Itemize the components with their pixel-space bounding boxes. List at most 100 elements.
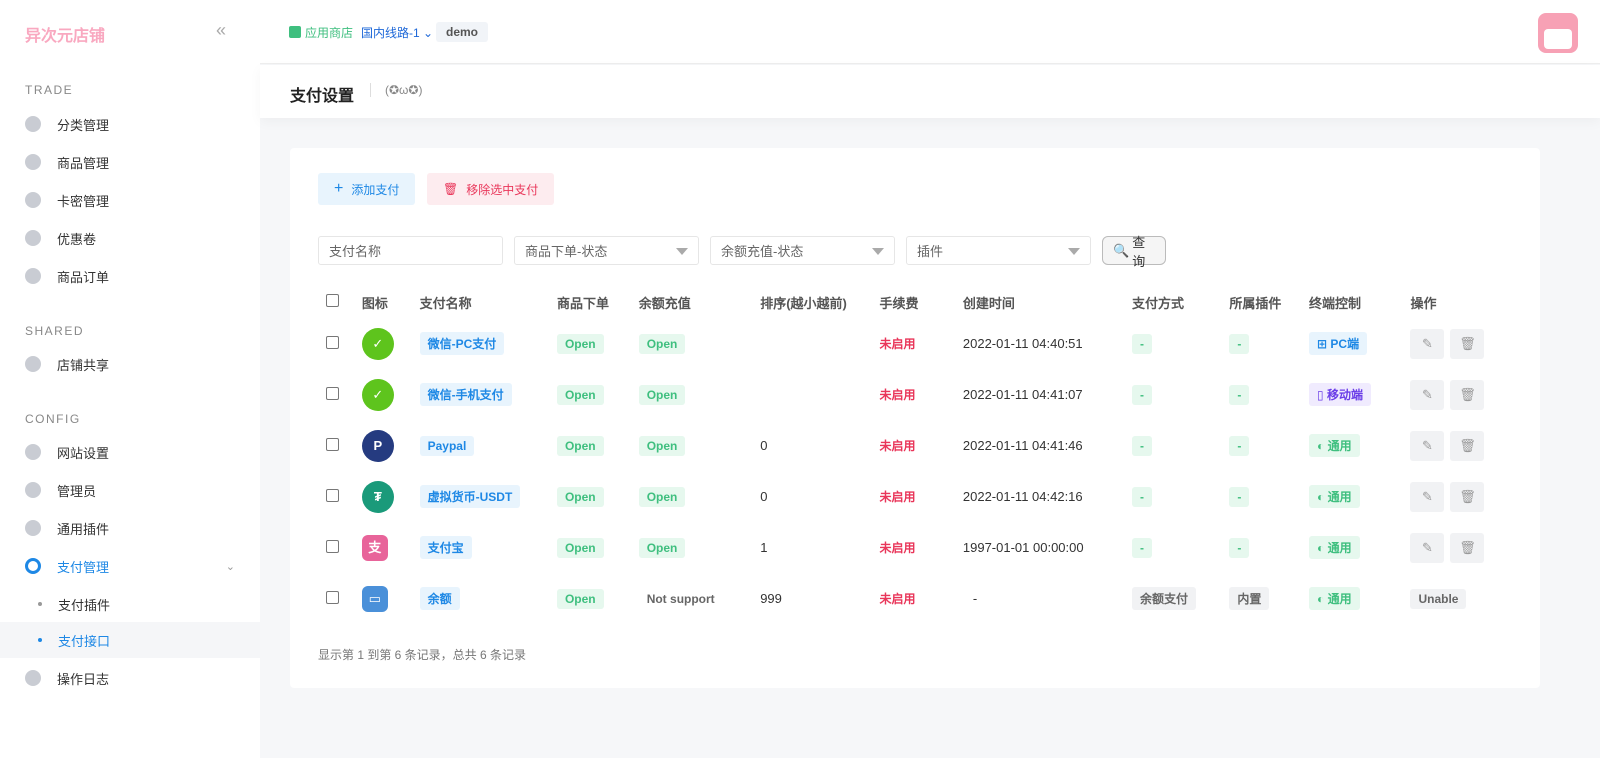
trash-icon: 🗑 [1459, 386, 1476, 402]
row-checkbox[interactable] [326, 590, 339, 604]
payment-name[interactable]: 余额 [419, 587, 460, 610]
edit-icon: ✎ [1422, 488, 1433, 504]
sidebar-item-plugins[interactable]: 通用插件 [0, 510, 260, 546]
card-icon [25, 192, 41, 208]
plugin-select[interactable]: 插件 [906, 236, 1091, 265]
edit-icon: ✎ [1422, 335, 1433, 351]
delete-button[interactable]: 🗑 [1450, 328, 1485, 359]
order-status[interactable]: Open [556, 435, 604, 456]
pay-method: - [1131, 333, 1152, 354]
payment-name[interactable]: 微信-PC支付 [419, 332, 505, 355]
delete-button[interactable]: 🗑 [1450, 532, 1485, 563]
recharge-status[interactable]: Open [638, 435, 686, 456]
created-time: 2022-01-11 04:41:07 [962, 387, 1083, 402]
share-icon [25, 356, 41, 372]
edit-button[interactable]: ✎ [1410, 532, 1445, 563]
remove-selected-button[interactable]: 🗑 移除选中支付 [427, 173, 555, 205]
row-checkbox[interactable] [326, 386, 339, 400]
recharge-status[interactable]: Open [638, 333, 686, 354]
delete-button[interactable]: 🗑 [1450, 379, 1485, 410]
row-checkbox[interactable] [326, 539, 339, 553]
recharge-status-select[interactable]: 余额充值-状态 [710, 236, 895, 265]
order-icon [25, 268, 41, 284]
chevron-down-icon: ⌄ [423, 26, 434, 40]
sort-value: 0 [760, 438, 768, 453]
table-row: ▭ 余额 Open Not support 999 未启用 - 余额支付 内置 … [318, 573, 1540, 624]
payment-name[interactable]: 虚拟货币-USDT [419, 485, 521, 508]
label: 商品订单 [57, 269, 110, 285]
topbar: 应用商店 国内线路-1 ⌄ demo [260, 0, 1600, 64]
collapse-sidebar-icon[interactable]: « [216, 20, 227, 40]
order-status[interactable]: Open [556, 588, 604, 609]
edit-icon: ✎ [1422, 437, 1433, 453]
page-title: 支付设置 [290, 88, 355, 105]
action-status: Unable [1410, 588, 1467, 609]
plugin-name: - [1229, 435, 1250, 456]
payment-icon [25, 558, 41, 574]
col-name: 支付名称 [419, 295, 472, 311]
payment-name[interactable]: 支付宝 [419, 536, 472, 559]
col-fee: 手续费 [879, 295, 919, 311]
payment-name-input[interactable]: 支付名称 [318, 236, 503, 265]
payment-name[interactable]: Paypal [419, 435, 475, 456]
terminal-badge: ◐ 通用 [1309, 587, 1360, 610]
created-time: - [972, 591, 978, 606]
label: 查询 [1132, 234, 1146, 269]
created-time: 2022-01-11 04:41:46 [962, 438, 1083, 453]
delete-button[interactable]: 🗑 [1450, 481, 1485, 512]
label: 移动端 [1326, 388, 1363, 402]
sidebar-item-orders[interactable]: 商品订单 [0, 258, 260, 294]
sidebar-item-admin[interactable]: 管理员 [0, 472, 260, 508]
add-payment-button[interactable]: + 添加支付 [318, 173, 416, 205]
fee-status: 未启用 [879, 388, 916, 402]
label: PC端 [1330, 337, 1360, 351]
paypal-icon: P [361, 429, 394, 462]
sidebar-item-category[interactable]: 分类管理 [0, 106, 260, 142]
sidebar-item-goods[interactable]: 商品管理 [0, 144, 260, 180]
order-status[interactable]: Open [556, 537, 604, 558]
sidebar-item-pay-interface[interactable]: 支付接口 [0, 622, 260, 658]
sidebar-item-coupon[interactable]: 优惠卷 [0, 220, 260, 256]
edit-button[interactable]: ✎ [1410, 481, 1445, 512]
recharge-status[interactable]: Not support [646, 591, 715, 606]
order-status-select[interactable]: 商品下单-状态 [514, 236, 699, 265]
edit-button[interactable]: ✎ [1410, 430, 1445, 461]
label: 支付接口 [58, 633, 111, 649]
edit-button[interactable]: ✎ [1410, 328, 1445, 359]
select-all-checkbox[interactable] [326, 294, 339, 307]
row-checkbox[interactable] [326, 437, 339, 451]
sidebar-item-payment[interactable]: 支付管理 ⌄ [0, 548, 260, 584]
logo: 异次元店铺 [25, 28, 106, 45]
app-store-link[interactable]: 应用商店 [289, 24, 353, 41]
edit-button[interactable]: ✎ [1410, 379, 1445, 410]
order-status[interactable]: Open [556, 333, 604, 354]
plugin-icon [25, 520, 41, 536]
col-icon: 图标 [361, 295, 388, 311]
recharge-status[interactable]: Open [638, 486, 686, 507]
row-checkbox[interactable] [326, 488, 339, 502]
search-button[interactable]: 🔍 查询 [1102, 235, 1166, 269]
recharge-status[interactable]: Open [638, 537, 686, 558]
search-icon: 🔍 [1113, 242, 1130, 258]
sidebar-item-share[interactable]: 店铺共享 [0, 346, 260, 382]
edit-icon: ✎ [1422, 539, 1433, 555]
sidebar-item-logs[interactable]: 操作日志 [0, 660, 260, 696]
label: 添加支付 [351, 182, 400, 197]
label: 国内线路-1 [361, 26, 420, 40]
caret-down-icon [872, 248, 884, 261]
table-row: ✓ 微信-手机支付 Open Open 未启用 2022-01-11 04:41… [318, 369, 1540, 420]
payment-name[interactable]: 微信-手机支付 [419, 383, 512, 406]
avatar[interactable] [1538, 13, 1578, 53]
table-row: ✓ 微信-PC支付 Open Open 未启用 2022-01-11 04:40… [318, 318, 1540, 369]
delete-button[interactable]: 🗑 [1450, 430, 1485, 461]
log-icon [25, 670, 41, 686]
label: 余额充值-状态 [721, 244, 804, 259]
sidebar-item-cards[interactable]: 卡密管理 [0, 182, 260, 218]
row-checkbox[interactable] [326, 335, 339, 349]
order-status[interactable]: Open [556, 486, 604, 507]
sidebar-item-pay-plugins[interactable]: 支付插件 [0, 586, 260, 622]
sidebar-item-site[interactable]: 网站设置 [0, 434, 260, 470]
order-status[interactable]: Open [556, 384, 604, 405]
line-select[interactable]: 国内线路-1 ⌄ [361, 24, 433, 41]
recharge-status[interactable]: Open [638, 384, 686, 405]
